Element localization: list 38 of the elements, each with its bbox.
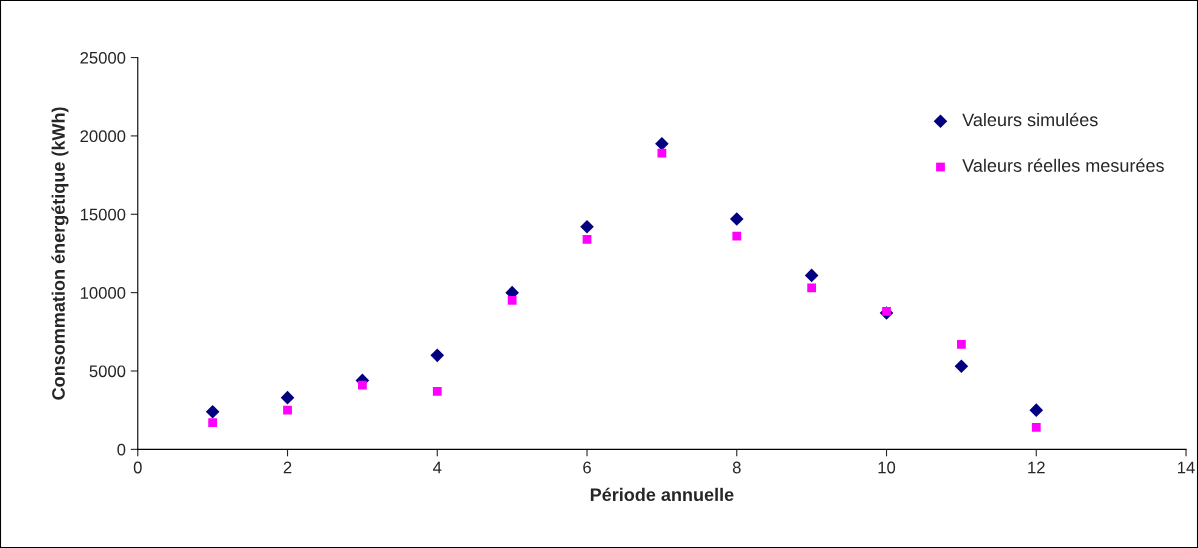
point [208, 418, 218, 428]
point [657, 148, 667, 158]
point [280, 390, 295, 405]
point [732, 231, 742, 241]
legend-label: Valeurs simulées [962, 112, 1098, 127]
point [580, 220, 594, 234]
point [432, 386, 442, 396]
point [430, 348, 445, 363]
point [283, 405, 292, 415]
y-tick-label: 20000 [80, 130, 126, 143]
point [582, 234, 592, 244]
x-tick-label: 6 [583, 461, 591, 474]
point [1029, 403, 1044, 417]
point [807, 283, 817, 293]
point [1031, 423, 1041, 432]
point [205, 404, 220, 419]
point [957, 339, 966, 349]
point [358, 380, 367, 390]
x-tick-label: 12 [1028, 461, 1045, 474]
x-tick-label: 2 [283, 461, 292, 474]
point [954, 359, 969, 374]
x-tick-label: 14 [1178, 461, 1195, 474]
x-tick-label: 10 [878, 461, 896, 474]
x-axis-title: Période annuelle [590, 487, 734, 502]
point [804, 268, 819, 283]
y-tick-label: 5000 [89, 365, 126, 378]
x-tick-label: 8 [732, 461, 741, 474]
point [729, 212, 744, 226]
point [655, 136, 669, 151]
y-tick-label: 10000 [80, 287, 126, 299]
y-axis-title: Consommation énergétique (kWh) [51, 107, 69, 400]
x-tick-label: 0 [133, 461, 142, 474]
y-tick-label: 0 [117, 443, 126, 456]
y-tick-label: 25000 [80, 51, 126, 64]
y-tick-label: 15000 [80, 208, 126, 221]
x-tick-label: 4 [433, 461, 442, 474]
point [507, 296, 517, 305]
legend-label: Valeurs réelles mesurées [962, 158, 1164, 172]
